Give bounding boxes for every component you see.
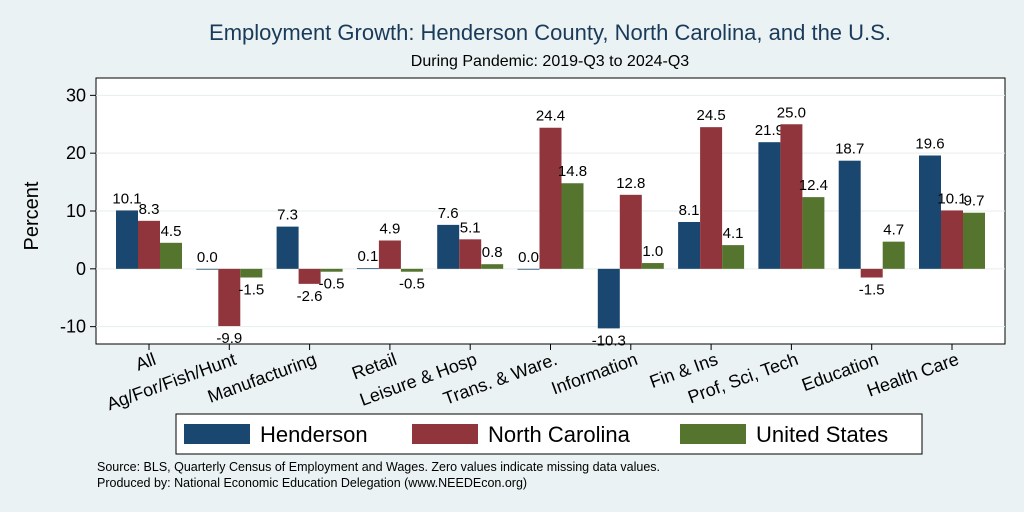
bar xyxy=(218,268,241,327)
bar xyxy=(919,155,941,269)
bar xyxy=(437,224,460,269)
chart-title: Employment Growth: Henderson County, Nor… xyxy=(209,20,891,45)
bar xyxy=(138,220,160,269)
bar xyxy=(758,142,781,269)
bar xyxy=(539,127,562,269)
data-label: 7.3 xyxy=(277,207,298,224)
legend-swatch xyxy=(184,424,250,444)
bar xyxy=(700,127,723,269)
data-label: 1.0 xyxy=(642,243,663,260)
bar xyxy=(517,268,540,270)
bar xyxy=(276,226,299,269)
bar xyxy=(196,268,219,270)
bar xyxy=(780,124,803,269)
bar xyxy=(838,160,861,269)
data-label: -1.5 xyxy=(859,282,885,299)
bar xyxy=(678,221,701,269)
producer-note: Produced by: National Economic Education… xyxy=(97,476,528,490)
chart-subtitle: During Pandemic: 2019-Q3 to 2024-Q3 xyxy=(411,53,689,70)
data-label: 14.8 xyxy=(558,163,587,180)
data-label: 4.7 xyxy=(883,222,904,239)
data-label: 9.7 xyxy=(964,193,985,210)
data-label: 0.8 xyxy=(482,244,503,261)
data-label: 4.1 xyxy=(723,225,744,242)
bar xyxy=(882,241,905,269)
bar xyxy=(802,197,825,269)
data-label: 21.9 xyxy=(755,122,784,139)
bar xyxy=(298,268,321,284)
bar xyxy=(597,268,620,329)
bar xyxy=(160,242,182,269)
data-label: 0.1 xyxy=(357,248,378,265)
data-label: 10.1 xyxy=(937,190,966,207)
bar xyxy=(963,212,985,269)
category-label: Ag/For/Fish/Hunt xyxy=(104,349,239,414)
y-axis-label: Percent xyxy=(21,181,43,250)
data-label: 4.5 xyxy=(161,223,182,240)
y-tick-label: 30 xyxy=(66,85,86,105)
bar xyxy=(641,263,664,269)
bar xyxy=(860,268,883,278)
data-label: 0.0 xyxy=(197,249,218,266)
legend-label: United States xyxy=(756,422,888,447)
y-tick-label: -10 xyxy=(60,317,86,337)
data-label: 5.1 xyxy=(460,219,481,236)
legend-swatch xyxy=(412,424,478,444)
bar xyxy=(722,245,745,269)
bar xyxy=(481,264,504,269)
category-label: Information xyxy=(549,349,640,399)
data-label: 8.1 xyxy=(679,202,700,219)
data-label: 24.5 xyxy=(696,107,725,124)
data-label: 0.0 xyxy=(518,249,539,266)
data-label: 25.0 xyxy=(777,104,806,121)
bar xyxy=(619,194,642,269)
bar xyxy=(116,210,138,269)
data-label: -0.5 xyxy=(319,276,345,293)
source-note: Source: BLS, Quarterly Census of Employm… xyxy=(97,460,661,474)
data-label: 19.6 xyxy=(915,135,944,152)
data-label: -9.9 xyxy=(216,330,242,347)
data-label: 10.1 xyxy=(112,190,141,207)
bar xyxy=(561,183,584,269)
legend-label: North Carolina xyxy=(488,422,631,447)
category-label: Health Care xyxy=(864,349,961,401)
bar xyxy=(459,239,482,269)
data-label: 24.4 xyxy=(536,108,565,125)
y-tick-label: 10 xyxy=(66,201,86,221)
data-label: 12.8 xyxy=(616,175,645,192)
category-label: All xyxy=(133,349,159,375)
data-label: 18.7 xyxy=(835,141,864,158)
data-label: -10.3 xyxy=(592,332,626,349)
y-tick-label: 20 xyxy=(66,143,86,163)
bar xyxy=(240,268,263,278)
data-label: 4.9 xyxy=(379,220,400,237)
data-label: -2.6 xyxy=(297,288,323,305)
data-label: 12.4 xyxy=(799,177,828,194)
bar xyxy=(356,268,379,270)
data-label: 8.3 xyxy=(139,201,160,218)
data-label: -0.5 xyxy=(399,276,425,293)
employment-growth-chart: Employment Growth: Henderson County, Nor… xyxy=(21,20,1006,455)
bar xyxy=(941,210,963,269)
bar xyxy=(378,240,401,269)
legend xyxy=(175,413,923,455)
y-tick-label: 0 xyxy=(76,259,86,279)
bar xyxy=(320,268,343,272)
data-label: 7.6 xyxy=(438,205,459,222)
legend-swatch xyxy=(680,424,746,444)
legend-label: Henderson xyxy=(260,422,368,447)
bar xyxy=(400,268,423,272)
data-label: -1.5 xyxy=(238,282,264,299)
